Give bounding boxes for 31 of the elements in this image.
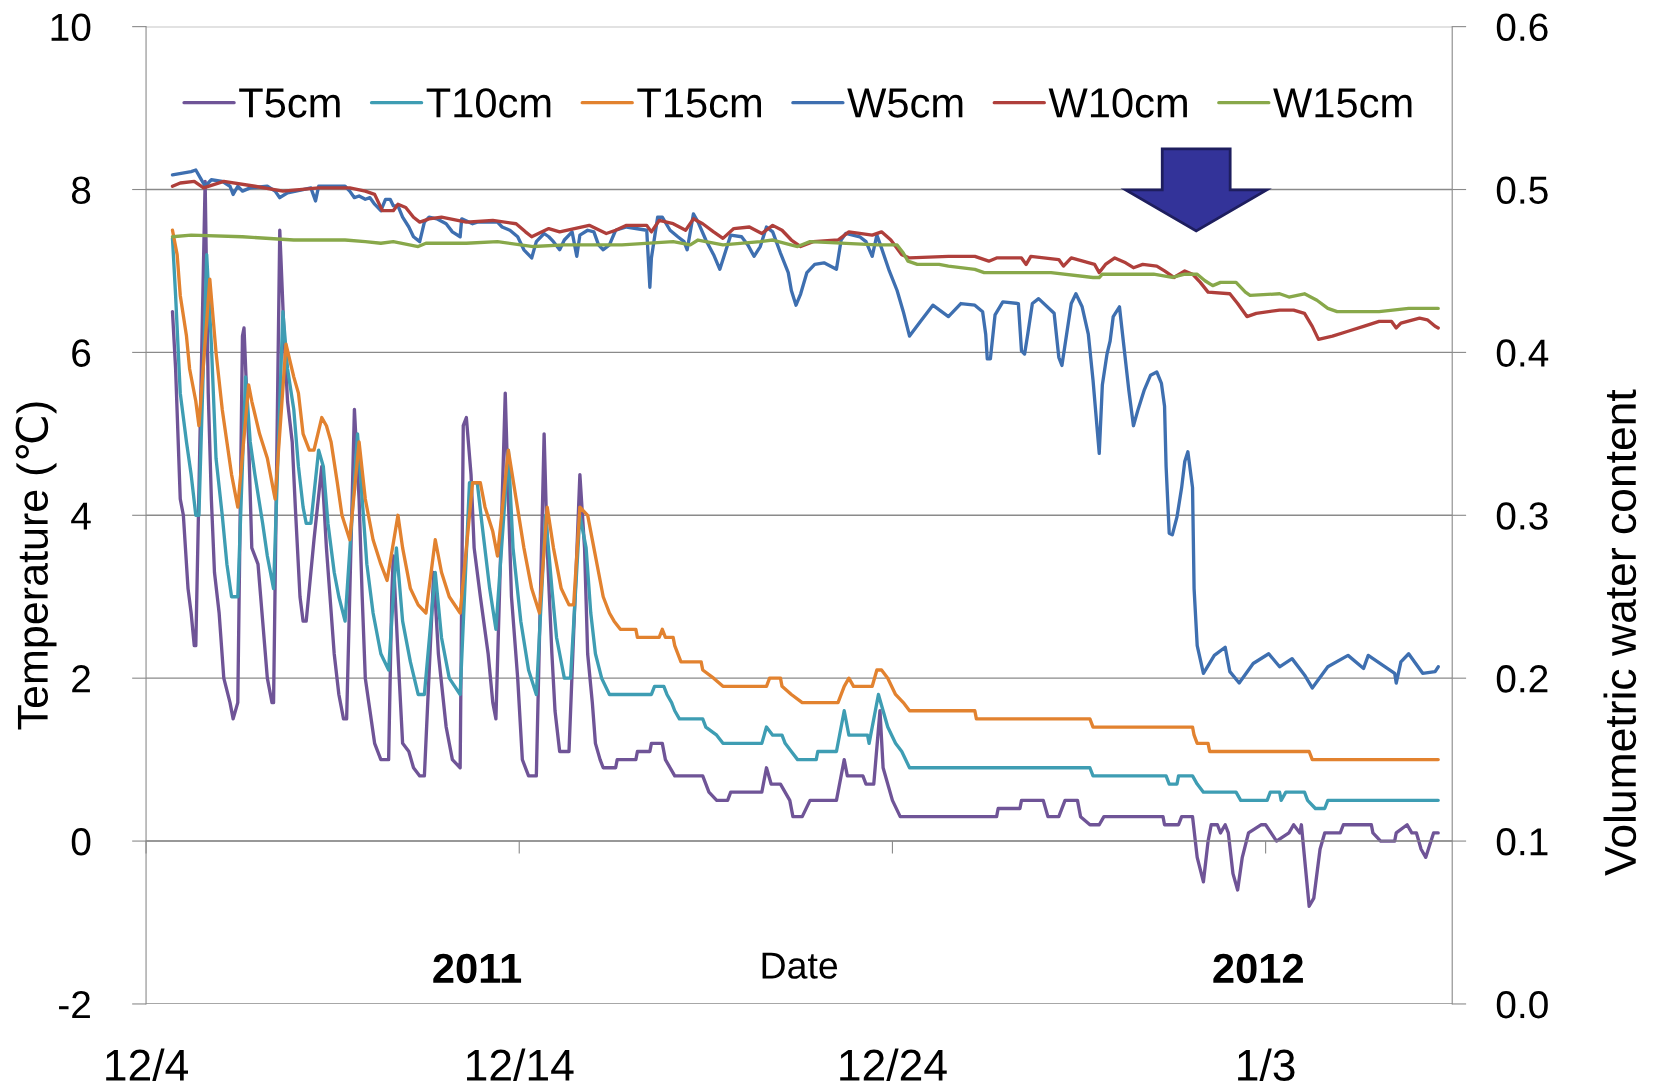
y2-tick-label: 0.1 (1496, 828, 1548, 856)
y-tick-label: 6 (72, 339, 91, 367)
legend-label: W10cm (1048, 88, 1187, 118)
legend-label: W5cm (847, 88, 963, 118)
y-axis-title: Temperature (℃) (15, 402, 57, 730)
legend-label: W15cm (1273, 88, 1412, 118)
legend-label: T10cm (426, 88, 551, 118)
line-series (170, 179, 1440, 342)
y2-tick-label: 0.4 (1496, 339, 1549, 367)
y2-axis-title: Volumetric water content (1603, 389, 1637, 876)
y-tick-label: -2 (59, 990, 90, 1019)
y-tick-label: 0 (71, 828, 91, 856)
y2-tick-label: 0.3 (1496, 502, 1548, 530)
annotation: 2012 (1213, 953, 1303, 984)
annotation: 2011 (433, 953, 522, 984)
x-tick-label: 1/3 (1238, 1048, 1295, 1082)
x-tick-label: 12/4 (106, 1048, 188, 1082)
x-tick-label: 12/24 (840, 1048, 947, 1082)
legend-label: T5cm (239, 88, 340, 118)
y-tick-label: 4 (71, 502, 91, 530)
y2-tick-label: 0.2 (1496, 665, 1548, 693)
x-tick-label: 12/14 (467, 1048, 574, 1082)
y2-tick-label: 0.0 (1496, 990, 1548, 1019)
line-series (170, 233, 1440, 314)
y-tick-label: 10 (51, 13, 91, 42)
x-axis-title: Date (762, 952, 838, 979)
y2-tick-label: 0.5 (1496, 176, 1548, 204)
y-tick-label: 2 (72, 665, 90, 693)
y-tick-label: 8 (71, 176, 91, 204)
y2-tick-label: 0.6 (1496, 13, 1548, 42)
legend-label: T15cm (637, 88, 761, 118)
